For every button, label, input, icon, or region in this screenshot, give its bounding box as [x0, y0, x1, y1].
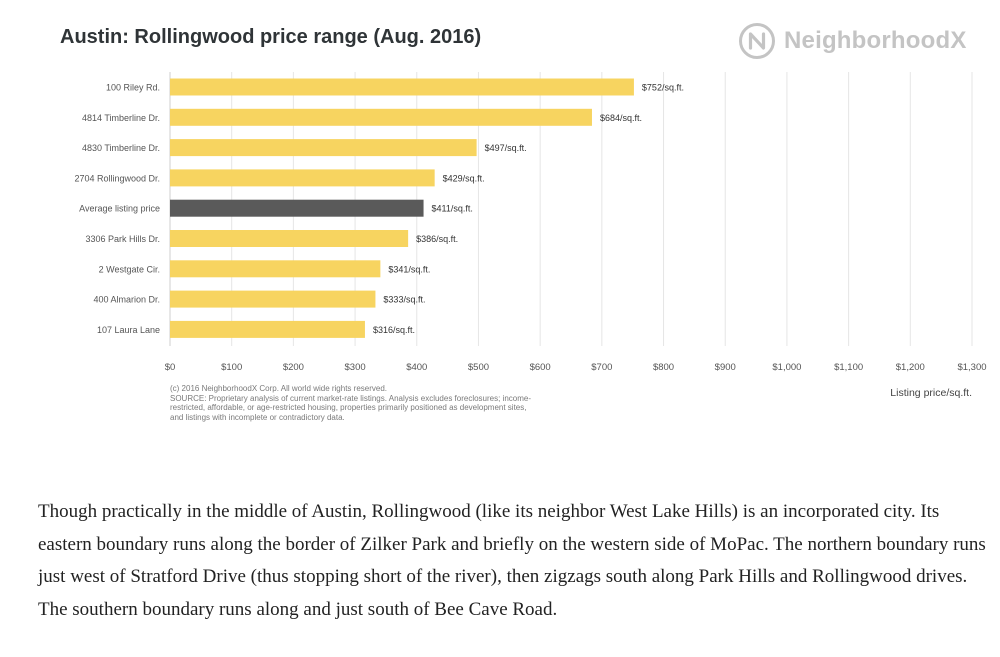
category-label: 100 Riley Rd.	[106, 83, 160, 93]
category-label: Average listing price	[79, 204, 160, 214]
bar	[170, 260, 381, 278]
x-axis-label: Listing price/sq.ft.	[890, 387, 972, 399]
bar	[170, 230, 409, 247]
average-bar	[170, 199, 424, 217]
category-label: 3306 Park Hills Dr.	[85, 234, 160, 244]
category-label: 400 Almarion Dr.	[93, 295, 160, 305]
value-label: $684/sq.ft.	[600, 113, 642, 123]
value-label: $316/sq.ft.	[373, 325, 415, 335]
value-label: $341/sq.ft.	[388, 264, 430, 274]
x-tick-label: $500	[468, 362, 489, 373]
category-label: 4830 Timberline Dr.	[82, 143, 160, 153]
bar	[170, 320, 365, 338]
x-tick-label: $1,100	[834, 362, 863, 373]
x-tick-label: $300	[345, 362, 366, 373]
brand: NeighborhoodX	[738, 22, 967, 60]
bar-chart: $0 $100 $200 $300 $400 $500 $600 $700 $800 $900 $1…	[74, 72, 987, 399]
brand-name: NeighborhoodX	[784, 27, 967, 54]
x-tick-label: $0	[165, 362, 176, 373]
chart-area: Austin: Rollingwood price range (Aug. 20…	[60, 22, 987, 422]
bar	[170, 169, 435, 187]
value-label: $411/sq.ft.	[432, 204, 473, 214]
x-tick-label: $400	[406, 362, 427, 373]
value-label: $333/sq.ft.	[383, 295, 425, 305]
chart-footnote: (c) 2016 NeighborhoodX Corp. All world w…	[170, 384, 540, 422]
bar	[170, 78, 634, 96]
value-label: $429/sq.ft.	[443, 173, 485, 183]
bar	[170, 290, 376, 308]
x-tick-label: $1,300	[957, 362, 986, 373]
value-label: $386/sq.ft.	[416, 234, 458, 244]
x-tick-label: $700	[591, 362, 612, 373]
bar	[170, 139, 477, 157]
x-tick-label: $100	[221, 362, 242, 373]
x-tick-label: $600	[530, 362, 551, 373]
category-label: 107 Laura Lane	[97, 325, 160, 335]
x-tick-label: $1,000	[772, 362, 801, 373]
category-label: 2704 Rollingwood Dr.	[74, 173, 160, 183]
x-tick-label: $800	[653, 362, 674, 373]
category-label: 2 Westgate Cir.	[99, 264, 160, 274]
category-label: 4814 Timberline Dr.	[82, 113, 160, 123]
copyright-text: (c) 2016 NeighborhoodX Corp. All world w…	[170, 384, 387, 393]
value-label: $497/sq.ft.	[485, 143, 527, 153]
article-paragraph: Though practically in the middle of Aust…	[38, 501, 986, 620]
value-label: $752/sq.ft.	[642, 83, 684, 93]
neighborhoodx-logo-icon	[739, 23, 775, 59]
source-text: SOURCE: Proprietary analysis of current …	[170, 393, 532, 422]
bar	[170, 108, 592, 126]
x-tick-label: $1,200	[896, 362, 925, 373]
chart-title: Austin: Rollingwood price range (Aug. 20…	[60, 26, 482, 48]
x-tick-label: $900	[715, 362, 736, 373]
x-tick-label: $200	[283, 362, 304, 373]
